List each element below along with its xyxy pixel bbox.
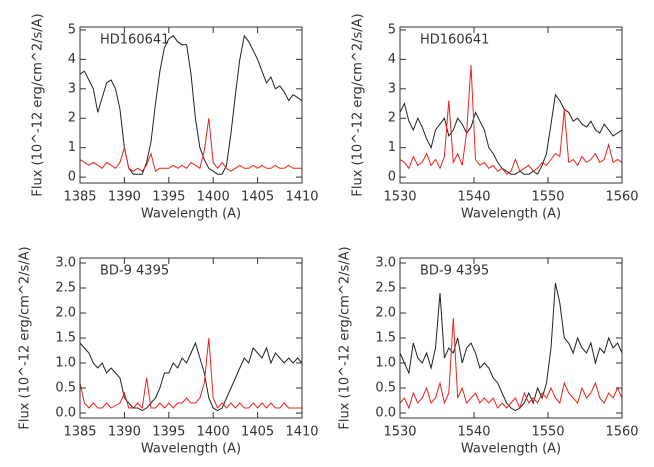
y-tick-label: 2 — [68, 111, 76, 126]
y-tick-label: 2.0 — [55, 306, 76, 321]
y-tick-label: 5 — [388, 22, 396, 37]
annotation: HD160641 — [100, 33, 169, 48]
y-axis-label: Flux (10^-12 erg/cm^2/s/A) — [351, 13, 366, 196]
y-tick-label: 2 — [388, 111, 396, 126]
x-tick-label: 1395 — [152, 190, 185, 205]
annotation: HD160641 — [420, 33, 489, 48]
x-axis-label: Wavelength (A) — [461, 442, 561, 457]
y-tick-label: 5 — [68, 22, 76, 37]
y-tick-label: 0.0 — [55, 406, 76, 421]
annotation: BD-9 4395 — [420, 264, 489, 279]
y-tick-label: 1 — [388, 140, 396, 155]
y-tick-label: 0.0 — [375, 406, 396, 421]
x-tick-label: 1385 — [63, 190, 96, 205]
x-axis-label: Wavelength (A) — [141, 442, 241, 457]
x-tick-label: 1410 — [285, 190, 318, 205]
y-tick-label: 2.5 — [375, 281, 396, 296]
x-tick-label: 1530 — [383, 425, 416, 440]
y-axis-label: Flux (10^-12 erg/cm^2/s/A) — [31, 13, 46, 196]
axes-frame — [79, 257, 303, 419]
x-tick-label: 1530 — [383, 190, 416, 205]
x-axis-label: Wavelength (A) — [461, 207, 561, 222]
spectrum-line — [400, 317, 622, 410]
spectrum-line — [80, 337, 302, 410]
spectrum-line — [400, 282, 622, 412]
y-tick-label: 4 — [388, 52, 396, 67]
y-tick-label: 1.5 — [55, 331, 76, 346]
y-tick-label: 3.0 — [375, 256, 396, 271]
y-axis-label: Flux (10^-12 erg/cm^2/s/A) — [338, 246, 353, 429]
y-tick-label: 1.0 — [375, 356, 396, 371]
y-tick-label: 0 — [68, 170, 76, 185]
y-tick-label: 3.0 — [55, 256, 76, 271]
x-tick-label: 1400 — [197, 190, 230, 205]
plot-area — [80, 337, 302, 412]
panel: 1385 1390 1395 1400 1405 1410 0.0 0.5 1.0 1.5 2.0 2… — [18, 246, 319, 456]
spectrum-line — [80, 118, 302, 173]
x-tick-label: 1540 — [457, 425, 490, 440]
x-tick-label: 1395 — [152, 425, 185, 440]
x-tick-label: 1540 — [457, 190, 490, 205]
y-tick-label: 1 — [68, 140, 76, 155]
y-tick-label: 3 — [388, 81, 396, 96]
y-tick-label: 1.0 — [55, 356, 76, 371]
spectrum-line — [80, 34, 302, 175]
x-tick-label: 1390 — [108, 190, 141, 205]
y-tick-label: 4 — [68, 52, 76, 67]
axes-frame — [399, 257, 623, 419]
spectrum-line — [400, 93, 622, 175]
panel: 1385 1390 1395 1400 1405 1410 0 1 2 3 4 5 Wavelength… — [31, 13, 319, 221]
panel: 1530 1540 1550 1560 0.0 0.5 1.0 1.5 2.0 2.5 3.0 Wav… — [338, 246, 639, 456]
x-axis-label: Wavelength (A) — [141, 207, 241, 222]
x-tick-label: 1405 — [241, 425, 274, 440]
x-tick-label: 1385 — [63, 425, 96, 440]
plot-area — [400, 282, 622, 412]
x-tick-label: 1405 — [241, 190, 274, 205]
axes-frame — [399, 26, 623, 184]
x-tick-label: 1560 — [605, 425, 638, 440]
plot-area — [400, 65, 622, 175]
x-tick-label: 1550 — [531, 190, 564, 205]
spectrum-line — [400, 65, 622, 175]
annotation: BD-9 4395 — [100, 264, 169, 279]
plot-area — [80, 34, 302, 175]
y-axis-label: Flux (10^-12 erg/cm^2/s/A) — [18, 246, 33, 429]
y-tick-label: 2.0 — [375, 306, 396, 321]
y-tick-label: 0 — [388, 170, 396, 185]
y-tick-label: 0.5 — [55, 381, 76, 396]
panel: 1530 1540 1550 1560 0 1 2 3 4 5 Wavelength (A) Flux… — [351, 13, 639, 221]
axes-frame — [79, 26, 303, 184]
y-tick-label: 2.5 — [55, 281, 76, 296]
x-tick-label: 1390 — [108, 425, 141, 440]
x-tick-label: 1560 — [605, 190, 638, 205]
x-tick-label: 1400 — [197, 425, 230, 440]
x-tick-label: 1550 — [531, 425, 564, 440]
y-tick-label: 3 — [68, 81, 76, 96]
spectrum-line — [80, 341, 302, 412]
x-tick-label: 1410 — [285, 425, 318, 440]
y-tick-label: 1.5 — [375, 331, 396, 346]
y-tick-label: 0.5 — [375, 381, 396, 396]
